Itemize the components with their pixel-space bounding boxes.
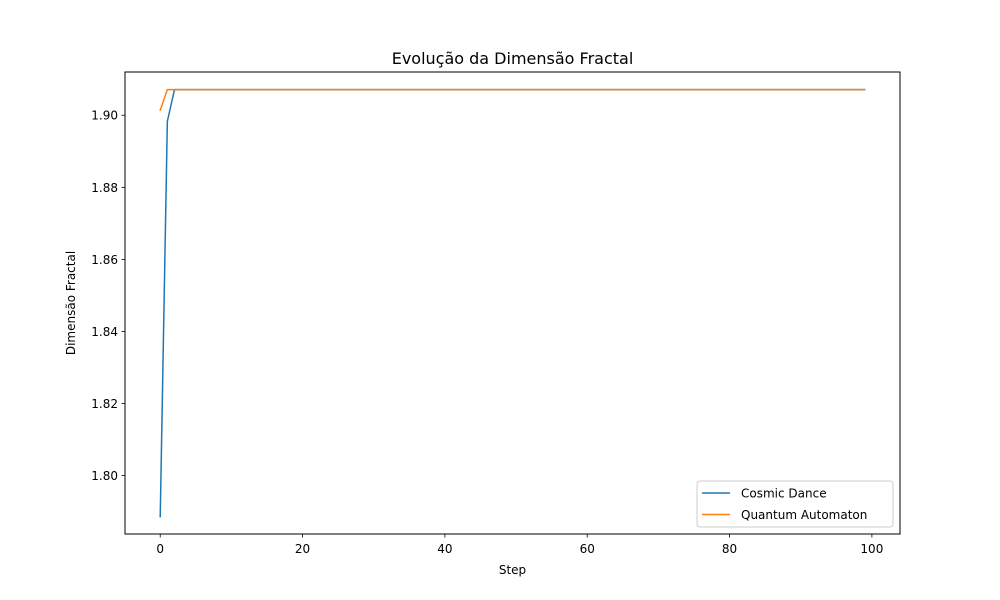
- y-tick-label: 1.86: [91, 253, 118, 267]
- x-tick-label: 40: [437, 542, 452, 556]
- x-axis: 0 20 40 60 80 100: [156, 534, 883, 556]
- x-tick-label: 60: [580, 542, 595, 556]
- chart-title: Evolução da Dimensão Fractal: [392, 49, 634, 68]
- legend-label-1: Quantum Automaton: [741, 508, 867, 522]
- series-line-1: [159, 88, 866, 112]
- plot-frame: [124, 71, 901, 535]
- plot-area: [124, 71, 901, 535]
- x-axis-label: Step: [499, 563, 526, 577]
- y-axis: 1.80 1.82 1.84 1.86 1.88 1.90: [91, 109, 125, 483]
- legend: Cosmic Dance Quantum Automaton: [696, 480, 894, 528]
- x-tick-label: 20: [295, 542, 310, 556]
- y-tick-label: 1.80: [91, 469, 118, 483]
- y-tick-label: 1.84: [91, 325, 118, 339]
- series-lines: [159, 88, 866, 518]
- y-tick-label: 1.82: [91, 397, 118, 411]
- y-tick-label: 1.88: [91, 181, 118, 195]
- legend-label-0: Cosmic Dance: [741, 487, 827, 501]
- x-tick-label: 0: [156, 542, 164, 556]
- plot-background: [125, 72, 900, 534]
- x-tick-label: 100: [860, 542, 883, 556]
- legend-box: [696, 480, 894, 528]
- y-tick-label: 1.90: [91, 109, 118, 123]
- y-axis-label: Dimensão Fractal: [64, 251, 78, 355]
- x-tick-label: 80: [722, 542, 737, 556]
